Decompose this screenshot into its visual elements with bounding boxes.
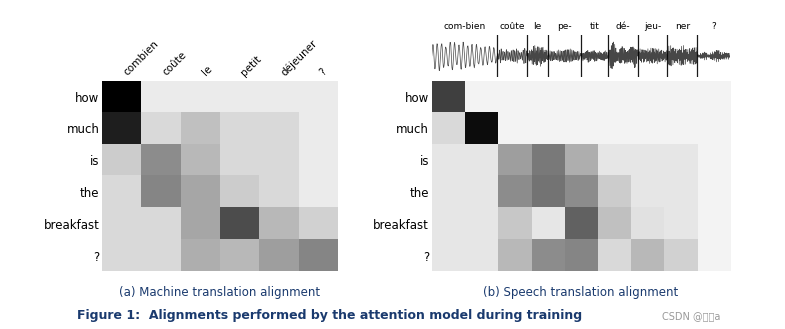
Text: (a) Machine translation alignment: (a) Machine translation alignment [119, 286, 320, 299]
Text: pe-: pe- [557, 22, 571, 31]
Text: (b) Speech translation alignment: (b) Speech translation alignment [484, 286, 678, 299]
Text: ?: ? [711, 22, 716, 31]
Text: tit: tit [590, 22, 599, 31]
Text: dé-: dé- [615, 22, 630, 31]
Text: com-bien: com-bien [444, 22, 486, 31]
Text: Figure 1:  Alignments performed by the attention model during training: Figure 1: Alignments performed by the at… [77, 309, 582, 322]
Text: jeu-: jeu- [644, 22, 661, 31]
Text: CSDN @古重a: CSDN @古重a [662, 311, 720, 321]
Text: ner: ner [675, 22, 690, 31]
Text: le: le [534, 22, 542, 31]
Text: coûte: coûte [499, 22, 525, 31]
